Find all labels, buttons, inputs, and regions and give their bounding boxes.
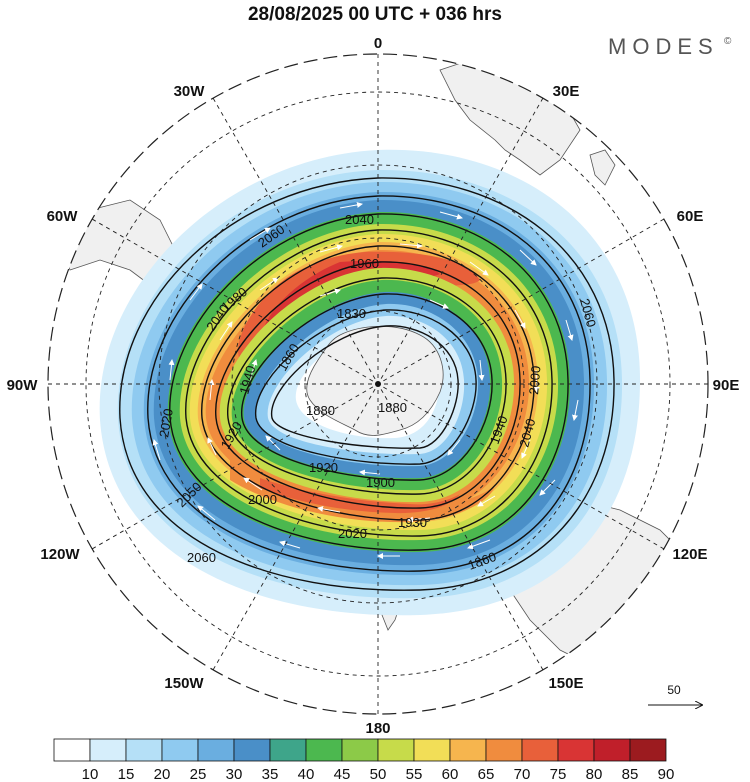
lon-label-90e: 90E (713, 377, 740, 394)
contour-label: 2000 (526, 365, 543, 395)
colorbar-cell (53, 738, 91, 762)
colorbar-tick-label: 65 (478, 766, 495, 782)
contour-label: 2040 (345, 212, 374, 227)
contour-label: 2020 (156, 407, 176, 438)
colorbar-cell (557, 738, 595, 762)
map-title: 28/08/2025 00 UTC + 036 hrs (248, 4, 502, 25)
map-boundary (47, 53, 709, 715)
contour-label: 1930 (398, 515, 427, 530)
contour-label: 2060 (187, 550, 216, 565)
colorbar-cell (305, 738, 343, 762)
colorbar-tick-label: 55 (406, 766, 423, 782)
contour-label: 1960 (350, 256, 379, 271)
colorbar-cell (125, 738, 163, 762)
reference-vector: 50 (648, 683, 702, 705)
colorbar-tick-label: 90 (658, 766, 675, 782)
lon-label-150w: 150W (164, 675, 204, 692)
lon-label-120e: 120E (672, 546, 707, 563)
copyright-icon: © (724, 36, 732, 47)
height-contours (119, 177, 615, 591)
lon-label-150e: 150E (548, 675, 583, 692)
colorbar-cell (377, 738, 415, 762)
colorbar-cell (485, 738, 523, 762)
colorbar-tick-label: 85 (622, 766, 639, 782)
contour-label: 1880 (306, 403, 335, 418)
colorbar-tick-label: 15 (118, 766, 135, 782)
longitude-labels: 0 30E 60E 90E 120E 150E 180 150W 120W 90… (7, 35, 740, 737)
colorbar-tick-label: 50 (370, 766, 387, 782)
contour-label: 2020 (338, 526, 367, 541)
colorbar-tick-label: 70 (514, 766, 531, 782)
contour-label: 1830 (337, 306, 366, 321)
colorbar-cell (593, 738, 631, 762)
colorbar-cell (89, 738, 127, 762)
colorbar-cell (269, 738, 307, 762)
contour-label: 2000 (248, 492, 277, 507)
contour-label: 1920 (309, 460, 338, 475)
madagascar-land (589, 149, 616, 186)
colorbar-cell (233, 738, 271, 762)
contour-label: 2060 (577, 297, 599, 329)
colorbar-tick-label: 20 (154, 766, 171, 782)
wind-vectors (152, 201, 579, 559)
colorbar-cell (413, 738, 451, 762)
lon-label-60e: 60E (677, 208, 704, 225)
lon-label-180: 180 (365, 720, 390, 737)
colorbar-cell (629, 738, 667, 762)
antarctica-coast (306, 325, 444, 436)
modes-logo: MODES (608, 34, 719, 59)
lon-label-30e: 30E (553, 83, 580, 100)
colorbar-tick-label: 40 (298, 766, 315, 782)
lon-label-90w: 90W (7, 377, 39, 394)
lon-label-60w: 60W (47, 208, 79, 225)
colorbar-tick-label: 25 (190, 766, 207, 782)
contour-label: 1880 (378, 400, 407, 415)
colorbar-tick-label: 35 (262, 766, 279, 782)
colorbar-cell (521, 738, 559, 762)
colorbar-cell (449, 738, 487, 762)
colorbar-tick-label: 10 (82, 766, 99, 782)
lon-label-30w: 30W (174, 83, 206, 100)
reference-vector-label: 50 (667, 683, 681, 697)
lon-label-0: 0 (374, 35, 382, 52)
colorbar-cell (161, 738, 199, 762)
colorbar: 10 15 20 25 30 35 40 45 50 55 60 65 70 75 80 85 90 (53, 738, 675, 782)
colorbar-tick-label: 80 (586, 766, 603, 782)
colorbar-tick-label: 30 (226, 766, 243, 782)
lon-label-120w: 120W (40, 546, 80, 563)
map-disk (48, 54, 708, 714)
colorbar-cell (197, 738, 235, 762)
colorbar-tick-label: 75 (550, 766, 567, 782)
colorbar-cell (341, 738, 379, 762)
contour-label: 1900 (366, 475, 395, 490)
south-pole-marker (375, 381, 381, 387)
colorbar-tick-label: 60 (442, 766, 459, 782)
contour-label: 2040 (516, 417, 538, 449)
contour-label: 1940 (236, 364, 258, 396)
colorbar-tick-label: 45 (334, 766, 351, 782)
